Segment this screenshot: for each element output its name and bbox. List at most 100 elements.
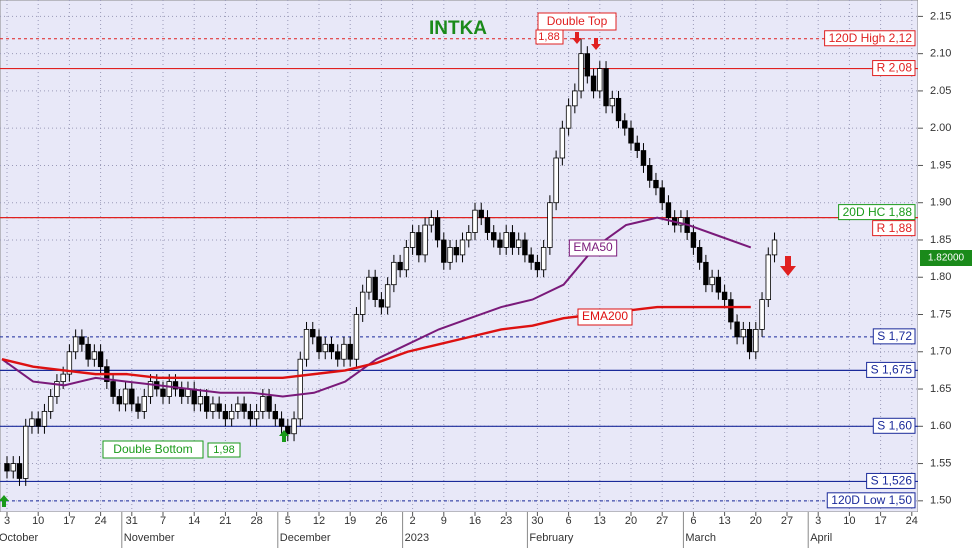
candle-body: [703, 261, 709, 286]
candle-body: [291, 418, 297, 435]
candle-body: [135, 403, 141, 412]
x-tick-label: 3: [4, 515, 10, 527]
y-tick-label: 2.15: [930, 10, 951, 22]
x-tick-label: 10: [843, 515, 855, 527]
last-price: 1.82000: [928, 253, 965, 264]
level-label-box: [824, 30, 916, 47]
month-label: February: [529, 532, 574, 544]
level-label: 20D HC 1,88: [843, 205, 913, 219]
candle-body: [422, 224, 428, 256]
candle-body: [690, 232, 697, 248]
x-tick-label: 21: [219, 515, 231, 527]
candle-body: [285, 425, 291, 435]
candle-body: [16, 463, 23, 479]
candle-body: [185, 388, 191, 397]
candle-body: [721, 291, 728, 300]
arrow-up: [279, 430, 289, 442]
x-tick-label: 6: [690, 515, 696, 527]
y-axis-area: [918, 0, 974, 548]
arrows: [0, 430, 289, 507]
candle-body: [197, 396, 204, 405]
candle-body: [453, 247, 459, 256]
candle-body: [441, 239, 447, 263]
arrows: [572, 32, 796, 276]
candle-body: [409, 232, 416, 248]
y-tick-label: 1.80: [930, 271, 951, 283]
candle-body: [584, 53, 591, 77]
candle-body: [715, 276, 722, 293]
candle-body: [659, 187, 665, 204]
level-label: 120D High 2,12: [829, 31, 913, 45]
candle-body: [378, 299, 385, 308]
candle-body: [403, 247, 410, 271]
candle-body: [216, 403, 222, 412]
month-label: 2023: [405, 532, 429, 544]
candle-body: [310, 329, 316, 338]
y-tick-label: 2.10: [930, 48, 951, 60]
candle-body: [110, 381, 116, 397]
candle-body: [696, 247, 703, 263]
candle-body: [459, 239, 466, 256]
candle-body: [391, 261, 397, 286]
candle-body: [540, 247, 547, 271]
candle-body: [503, 232, 509, 248]
x-tick-label: 24: [94, 515, 106, 527]
x-tick-label: 2: [410, 515, 416, 527]
candle-body: [628, 127, 634, 144]
candle-body: [497, 239, 503, 248]
annotation-box: [102, 440, 204, 459]
candle-body: [647, 165, 653, 181]
candle-body: [247, 410, 254, 420]
arrow-down: [591, 38, 601, 50]
x-tick-label: 19: [344, 515, 356, 527]
candle-body: [728, 299, 734, 323]
candle-body: [447, 247, 453, 263]
candle-body: [297, 358, 303, 420]
candle-body: [434, 217, 441, 241]
candle-body: [60, 373, 66, 382]
candle-body: [85, 343, 91, 360]
last-price-box: [920, 250, 972, 266]
candle-body: [622, 120, 628, 129]
x-tick-label: 10: [32, 515, 44, 527]
x-tick-label: 17: [874, 515, 886, 527]
candle-body: [166, 381, 172, 397]
candle-body: [222, 410, 229, 420]
candle-body: [266, 396, 272, 412]
arrow-down: [572, 32, 582, 44]
y-tick-label: 1.95: [930, 159, 951, 171]
candle-body: [634, 142, 640, 151]
level-label: S 1,675: [871, 363, 913, 377]
candle-body: [372, 276, 378, 300]
candle-body: [316, 336, 322, 353]
candle-body: [615, 97, 622, 122]
candle-body: [91, 351, 98, 360]
candle-body: [322, 343, 328, 353]
candle-body: [141, 396, 147, 412]
x-tick-label: 27: [656, 515, 668, 527]
series-label-box: [577, 308, 633, 326]
x-tick-label: 6: [566, 515, 572, 527]
candle-body: [210, 403, 216, 412]
candle-body: [54, 381, 60, 397]
y-tick-label: 1.55: [930, 457, 951, 469]
x-tick-label: 9: [441, 515, 447, 527]
x-tick-label: 30: [531, 515, 543, 527]
candle-body: [23, 425, 29, 479]
level-label-box: [872, 60, 916, 77]
candle-body: [572, 90, 578, 107]
candle-body: [609, 97, 615, 107]
annotation: 1,88: [538, 31, 559, 43]
candle-body: [528, 254, 534, 263]
candle-body: [303, 329, 310, 360]
candle-body: [116, 396, 123, 405]
candle-body: [191, 388, 197, 405]
y-tick-label: 1.60: [930, 420, 951, 432]
level-label: S 1,72: [877, 329, 912, 343]
month-label: November: [124, 532, 175, 544]
candle-body: [534, 261, 541, 271]
y-tick-label: 1.65: [930, 383, 951, 395]
arrow-up: [0, 495, 9, 507]
candle-body: [397, 261, 403, 271]
candle-body: [590, 75, 597, 92]
